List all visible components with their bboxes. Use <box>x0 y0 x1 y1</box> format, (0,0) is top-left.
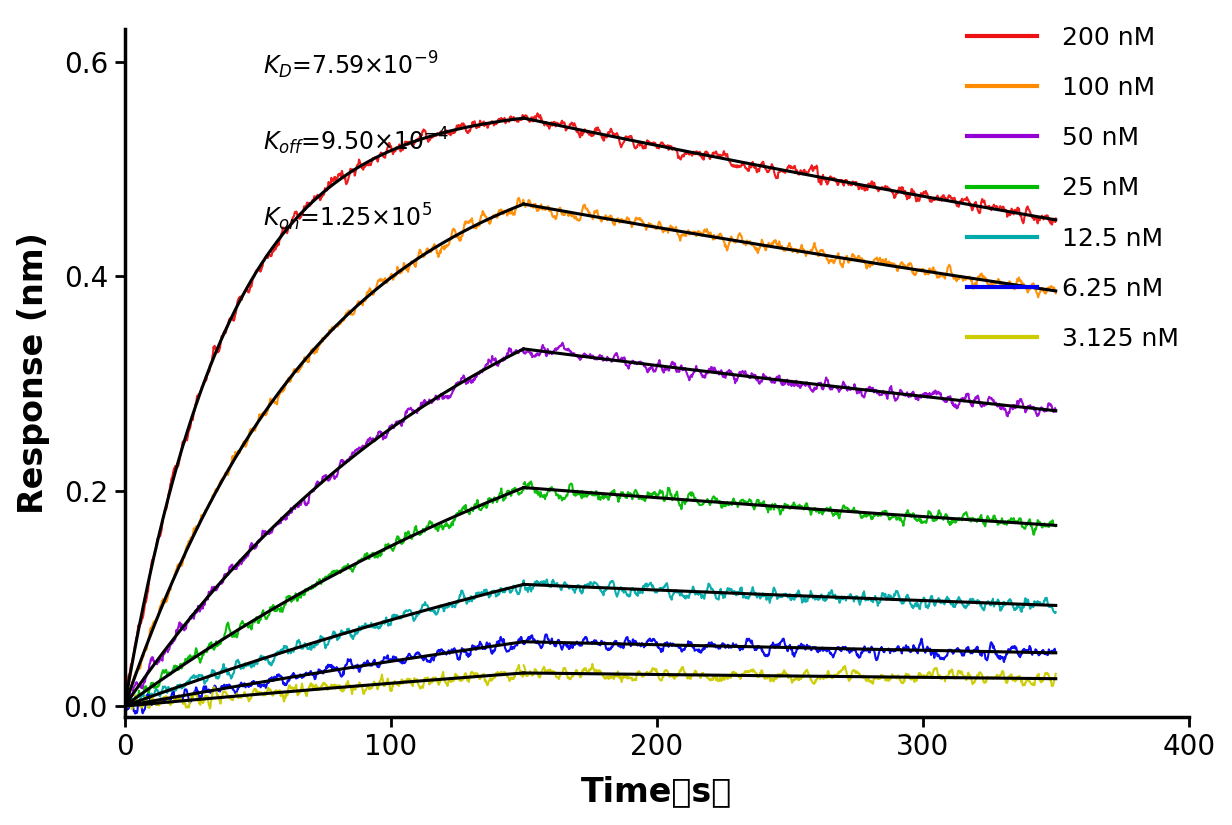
Text: $K_D$=7.59×10$^{-9}$: $K_D$=7.59×10$^{-9}$ <box>262 50 439 82</box>
Text: $K_{on}$=1.25×10$^{5}$: $K_{on}$=1.25×10$^{5}$ <box>262 201 432 233</box>
Legend: 200 nM, 100 nM, 50 nM, 25 nM, 12.5 nM, 6.25 nM, 3.125 nM: 200 nM, 100 nM, 50 nM, 25 nM, 12.5 nM, 6… <box>957 16 1189 361</box>
X-axis label: Time（s）: Time（s） <box>582 776 732 808</box>
Y-axis label: Response (nm): Response (nm) <box>17 232 49 514</box>
Text: $K_{off}$=9.50×10$^{-4}$: $K_{off}$=9.50×10$^{-4}$ <box>262 125 448 157</box>
